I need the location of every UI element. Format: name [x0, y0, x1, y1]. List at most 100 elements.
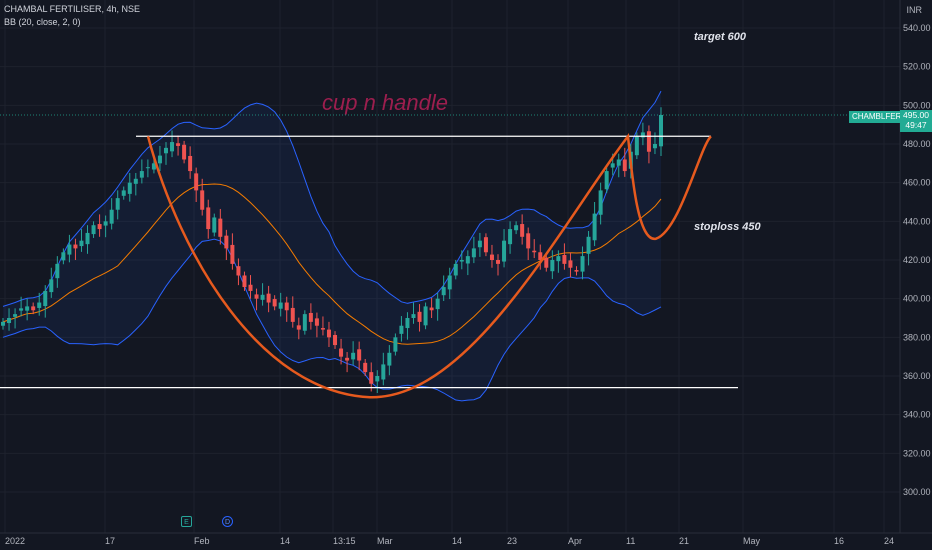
candle[interactable] [151, 159, 156, 174]
candle[interactable] [248, 275, 253, 299]
candle[interactable] [25, 298, 30, 321]
candle[interactable] [290, 296, 295, 328]
candle[interactable] [308, 303, 313, 330]
candle[interactable] [586, 231, 591, 266]
candle[interactable] [393, 333, 398, 356]
candle[interactable] [405, 312, 410, 340]
candle[interactable] [272, 295, 277, 311]
candle[interactable] [182, 140, 187, 164]
candle[interactable] [19, 296, 24, 317]
candle[interactable] [163, 142, 168, 165]
candle[interactable] [514, 221, 519, 235]
candle[interactable] [278, 292, 283, 317]
candle[interactable] [236, 258, 241, 286]
candle[interactable] [61, 248, 66, 265]
candle[interactable] [447, 267, 452, 300]
candle[interactable] [387, 345, 392, 376]
candle[interactable] [429, 297, 434, 318]
candle[interactable] [496, 254, 501, 276]
candle[interactable] [266, 285, 271, 313]
candle[interactable] [67, 234, 72, 263]
candle[interactable] [79, 229, 84, 252]
candle[interactable] [339, 338, 344, 365]
candle[interactable] [200, 178, 205, 216]
candle[interactable] [121, 186, 126, 200]
candle[interactable] [423, 302, 428, 330]
candle[interactable] [218, 208, 223, 245]
candle[interactable] [375, 370, 380, 394]
candle[interactable] [381, 352, 386, 386]
candle[interactable] [363, 358, 368, 376]
title-annotation[interactable]: cup n handle [322, 90, 448, 115]
candle[interactable] [598, 182, 603, 225]
candle[interactable] [411, 302, 416, 324]
candle[interactable] [188, 146, 193, 179]
dividend-event-icon[interactable]: D [222, 516, 233, 527]
candle[interactable] [441, 275, 446, 301]
candle[interactable] [194, 167, 199, 202]
candle[interactable] [556, 250, 561, 273]
candle[interactable] [435, 292, 440, 321]
candle[interactable] [333, 331, 338, 349]
candle[interactable] [230, 233, 235, 270]
candle[interactable] [206, 199, 211, 239]
candle[interactable] [1, 318, 5, 330]
candle[interactable] [502, 229, 507, 268]
candle[interactable] [351, 341, 356, 366]
candle[interactable] [520, 214, 525, 245]
candle[interactable] [97, 214, 102, 237]
candle[interactable] [604, 167, 609, 194]
candle[interactable] [483, 233, 488, 257]
candle[interactable] [345, 352, 350, 373]
candle[interactable] [369, 362, 374, 392]
candle[interactable] [55, 256, 60, 288]
candle[interactable] [314, 312, 319, 338]
candle[interactable] [157, 145, 162, 172]
candle[interactable] [37, 292, 42, 316]
candle[interactable] [616, 153, 621, 178]
candle[interactable] [31, 302, 36, 315]
candle[interactable] [465, 250, 470, 276]
candle[interactable] [7, 308, 12, 331]
candle[interactable] [115, 190, 120, 220]
candle[interactable] [622, 147, 627, 177]
candle[interactable] [103, 215, 108, 238]
candle[interactable] [580, 246, 585, 280]
candle[interactable] [212, 213, 217, 237]
candle[interactable] [133, 173, 138, 196]
candle[interactable] [13, 308, 18, 329]
candle[interactable] [284, 296, 289, 322]
candle[interactable] [302, 310, 307, 335]
candle[interactable] [526, 227, 531, 260]
candle[interactable] [254, 288, 259, 311]
candle[interactable] [477, 232, 482, 257]
candle[interactable] [357, 341, 362, 371]
candle[interactable] [43, 285, 48, 318]
candle[interactable] [145, 159, 150, 178]
candle[interactable] [326, 321, 331, 347]
candle[interactable] [640, 122, 645, 146]
candle[interactable] [562, 243, 567, 270]
candle[interactable] [73, 238, 78, 260]
candle[interactable] [574, 266, 579, 276]
candle[interactable] [538, 244, 543, 270]
candle[interactable] [550, 250, 555, 279]
candle[interactable] [592, 202, 597, 247]
candle[interactable] [544, 253, 549, 272]
candle[interactable] [568, 252, 573, 278]
indicator-legend[interactable]: BB (20, close, 2, 0) [4, 17, 81, 27]
candle[interactable] [139, 159, 144, 184]
candle[interactable] [91, 221, 96, 238]
candle[interactable] [296, 317, 301, 340]
candle[interactable] [85, 225, 90, 254]
candle[interactable] [459, 250, 464, 270]
candle[interactable] [471, 236, 476, 264]
candle[interactable] [49, 267, 54, 298]
candle[interactable] [489, 244, 494, 268]
candle[interactable] [127, 173, 132, 202]
stoploss-annotation[interactable]: stoploss 450 [694, 221, 762, 233]
candle[interactable] [532, 239, 537, 259]
candle[interactable] [508, 221, 513, 254]
candle[interactable] [224, 229, 229, 260]
